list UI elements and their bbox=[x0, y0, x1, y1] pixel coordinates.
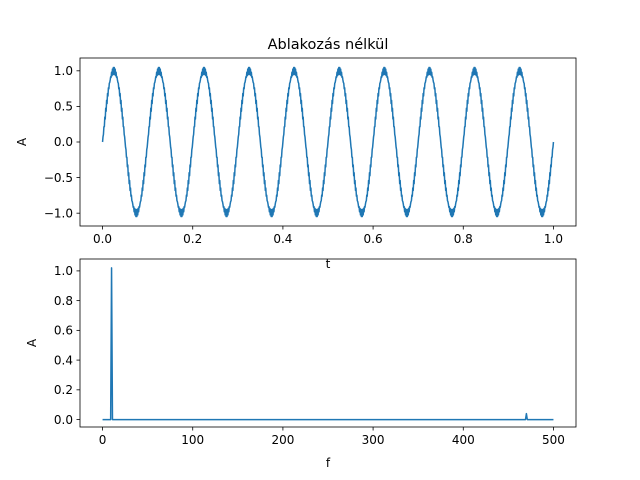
spectrum-y-tick-label: 0.4 bbox=[54, 353, 73, 367]
spectrum-x-ticks: 0 100 200 300 400 500 bbox=[99, 427, 565, 447]
spectrum-y-tick-label: 0.2 bbox=[54, 383, 73, 397]
spectrum-x-tick-label: 400 bbox=[452, 433, 475, 447]
spectrum-y-ticks: 0.0 0.2 0.4 0.6 0.8 1.0 bbox=[54, 264, 80, 427]
time-y-tick-label: −0.5 bbox=[44, 171, 73, 185]
spectrum-series-group bbox=[102, 267, 554, 421]
time-domain-chart: Ablakozás nélkül 0.0 0.2 0.4 0.6 0.8 1.0 −1.0… bbox=[15, 37, 577, 271]
time-y-tick-label: 1.0 bbox=[54, 64, 73, 78]
time-x-tick-label: 0.0 bbox=[93, 232, 112, 246]
time-x-tick-label: 0.6 bbox=[364, 232, 383, 246]
spectrum-y-tick-label: 0.6 bbox=[54, 324, 73, 338]
spectrum-chart-frame bbox=[79, 258, 577, 428]
time-x-ticks: 0.0 0.2 0.4 0.6 0.8 1.0 bbox=[93, 226, 563, 246]
time-series-group bbox=[101, 66, 555, 218]
frequency-domain-chart: 0 100 200 300 400 500 0.0 0.2 0.4 0.6 0.8 1.0 A f bbox=[25, 258, 577, 470]
time-y-axis-label: A bbox=[15, 137, 29, 146]
spectrum-y-axis-label: A bbox=[25, 338, 39, 347]
time-y-ticks: −1.0 −0.5 0.0 0.5 1.0 bbox=[44, 64, 80, 220]
time-y-tick-label: −1.0 bbox=[44, 206, 73, 220]
time-x-tick-label: 1.0 bbox=[544, 232, 563, 246]
spectrum-x-tick-label: 500 bbox=[542, 433, 565, 447]
spectrum-y-tick-label: 0.8 bbox=[54, 294, 73, 308]
spectrum-x-tick-label: 300 bbox=[362, 433, 385, 447]
time-x-tick-label: 0.8 bbox=[454, 232, 473, 246]
spectrum-x-tick-label: 0 bbox=[99, 433, 107, 447]
spectrum-x-tick-label: 200 bbox=[271, 433, 294, 447]
spectrum-x-tick-label: 100 bbox=[181, 433, 204, 447]
spectrum-line bbox=[102, 267, 554, 421]
time-x-tick-label: 0.2 bbox=[183, 232, 202, 246]
time-y-tick-label: 0.5 bbox=[54, 100, 73, 114]
time-y-tick-label: 0.0 bbox=[54, 135, 73, 149]
time-chart-title: Ablakozás nélkül bbox=[268, 37, 389, 53]
time-signal-line bbox=[101, 66, 555, 218]
spectrum-y-tick-label: 0.0 bbox=[54, 413, 73, 427]
spectrum-y-tick-label: 1.0 bbox=[54, 264, 73, 278]
time-x-axis-label: t bbox=[326, 257, 331, 271]
spectrum-x-axis-label: f bbox=[326, 456, 331, 470]
time-x-tick-label: 0.4 bbox=[273, 232, 292, 246]
